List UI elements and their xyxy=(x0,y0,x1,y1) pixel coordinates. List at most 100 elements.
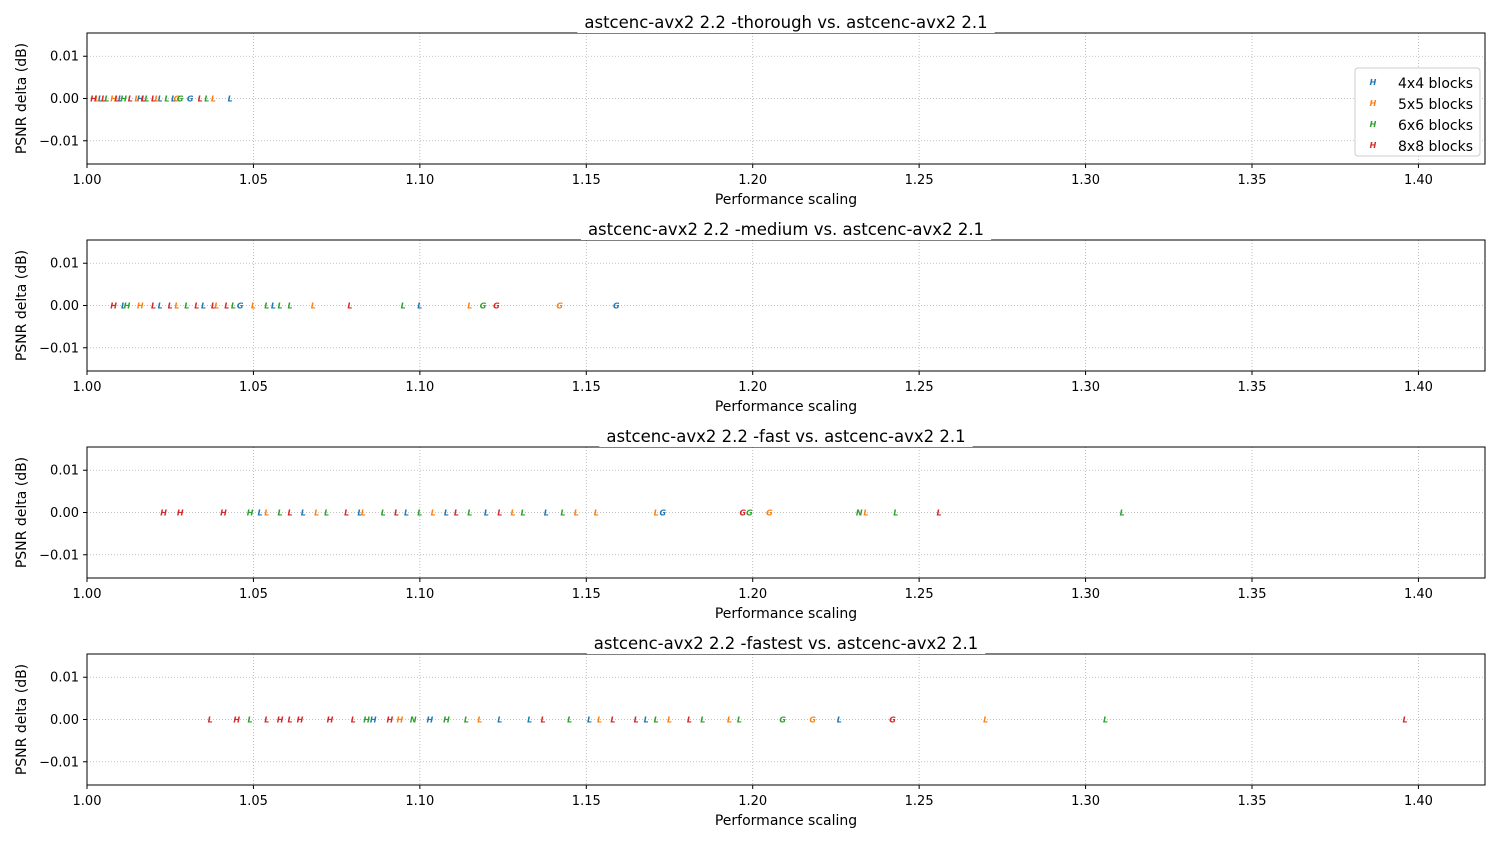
data-point: L xyxy=(454,509,459,518)
x-tick-label: 1.30 xyxy=(1071,380,1100,395)
chart-title-background xyxy=(599,426,973,447)
chart-title-background xyxy=(577,12,995,33)
data-point: L xyxy=(201,302,206,311)
data-point: L xyxy=(560,509,565,518)
x-tick-label: 1.00 xyxy=(73,587,102,602)
legend-box xyxy=(1354,67,1481,157)
x-axis-label: Performance scaling xyxy=(715,192,857,208)
data-point: L xyxy=(264,509,269,518)
x-axis-label: Performance scaling xyxy=(715,606,857,622)
y-tick-label: −0.01 xyxy=(39,341,79,356)
data-point: L xyxy=(444,509,449,518)
data-point: L xyxy=(151,302,156,311)
data-point: L xyxy=(104,95,109,104)
x-tick-label: 1.15 xyxy=(572,173,601,188)
data-point: H xyxy=(327,716,334,725)
data-point: L xyxy=(431,509,436,518)
data-point: H xyxy=(443,716,450,725)
chart-title-background xyxy=(586,633,986,654)
chart-title: astcenc-avx2 2.2 -thorough vs. astcenc-a… xyxy=(584,13,987,32)
y-axis-label: PSNR delta (dB) xyxy=(14,43,30,154)
x-tick-label: 1.05 xyxy=(239,380,268,395)
data-point: H xyxy=(110,302,117,311)
data-point: L xyxy=(258,509,263,518)
data-point: L xyxy=(654,716,659,725)
data-point: L xyxy=(231,302,236,311)
data-point: G xyxy=(766,509,773,518)
x-tick-label: 1.20 xyxy=(738,173,767,188)
data-point: L xyxy=(520,509,525,518)
data-point: L xyxy=(634,716,639,725)
x-tick-label: 1.15 xyxy=(572,587,601,602)
legend-marker: H xyxy=(1370,141,1377,150)
data-point: L xyxy=(224,302,229,311)
data-point: L xyxy=(357,509,362,518)
data-point: L xyxy=(94,95,99,104)
data-point: L xyxy=(287,716,292,725)
data-point: L xyxy=(114,95,119,104)
chart-title: astcenc-avx2 2.2 -medium vs. astcenc-avx… xyxy=(588,220,984,239)
data-point: L xyxy=(311,302,316,311)
data-point: L xyxy=(477,716,482,725)
chart-3: 1.00 1.05 1.10 1.15 1.20 1.25 1.30 1.35 1.40 0.01… xyxy=(14,426,1486,622)
data-point: H xyxy=(233,716,240,725)
data-point: L xyxy=(278,302,283,311)
data-point: L xyxy=(211,95,216,104)
data-point: L xyxy=(168,302,173,311)
x-tick-label: 1.25 xyxy=(905,794,934,809)
x-tick-label: 1.10 xyxy=(405,173,434,188)
data-point: L xyxy=(264,716,269,725)
data-point: L xyxy=(121,302,126,311)
data-point: L xyxy=(737,716,742,725)
data-point: L xyxy=(98,95,103,104)
y-axis-label: PSNR delta (dB) xyxy=(14,457,30,568)
chart-title: astcenc-avx2 2.2 -fast vs. astcenc-avx2 … xyxy=(606,427,965,446)
data-point: G xyxy=(177,95,184,104)
data-point: L xyxy=(164,95,169,104)
data-point: H xyxy=(177,509,184,518)
data-point: L xyxy=(893,509,898,518)
x-tick-label: 1.00 xyxy=(73,173,102,188)
x-tick-label: 1.00 xyxy=(73,380,102,395)
data-point: H xyxy=(363,716,370,725)
data-point: L xyxy=(301,509,306,518)
data-point: G xyxy=(660,509,667,518)
data-point: L xyxy=(158,95,163,104)
data-point: H xyxy=(120,95,127,104)
y-tick-label: 0.01 xyxy=(50,257,79,272)
data-point: L xyxy=(287,302,292,311)
data-point: L xyxy=(654,509,659,518)
x-tick-label: 1.25 xyxy=(905,587,934,602)
data-point: L xyxy=(151,95,156,104)
data-point: N xyxy=(410,716,417,725)
data-point: H xyxy=(387,716,394,725)
data-point: L xyxy=(983,716,988,725)
data-point: L xyxy=(314,509,319,518)
data-point: L xyxy=(644,716,649,725)
x-tick-label: 1.00 xyxy=(73,794,102,809)
data-point: L xyxy=(278,509,283,518)
data-point: L xyxy=(198,95,203,104)
chart-title-background xyxy=(580,219,992,240)
x-tick-label: 1.20 xyxy=(738,587,767,602)
data-point: L xyxy=(174,302,179,311)
x-tick-label: 1.05 xyxy=(239,587,268,602)
data-point: G xyxy=(237,302,244,311)
data-point: H xyxy=(90,95,97,104)
y-axis-label: PSNR delta (dB) xyxy=(14,664,30,775)
data-point: L xyxy=(214,302,219,311)
y-tick-label: 0.00 xyxy=(50,92,79,107)
data-point: L xyxy=(228,95,233,104)
x-tick-label: 1.25 xyxy=(905,380,934,395)
x-tick-label: 1.05 xyxy=(239,794,268,809)
data-point: G xyxy=(889,716,896,725)
chart-2: 1.00 1.05 1.10 1.15 1.20 1.25 1.30 1.35 1.40 0.01… xyxy=(14,219,1486,415)
data-point: L xyxy=(194,302,199,311)
data-point: L xyxy=(271,302,276,311)
data-point: L xyxy=(567,716,572,725)
chart-title: astcenc-avx2 2.2 -fastest vs. astcenc-av… xyxy=(594,634,979,653)
data-point: L xyxy=(467,509,472,518)
legend-marker: H xyxy=(1370,99,1377,108)
x-tick-label: 1.30 xyxy=(1071,587,1100,602)
data-point: G xyxy=(174,95,181,104)
